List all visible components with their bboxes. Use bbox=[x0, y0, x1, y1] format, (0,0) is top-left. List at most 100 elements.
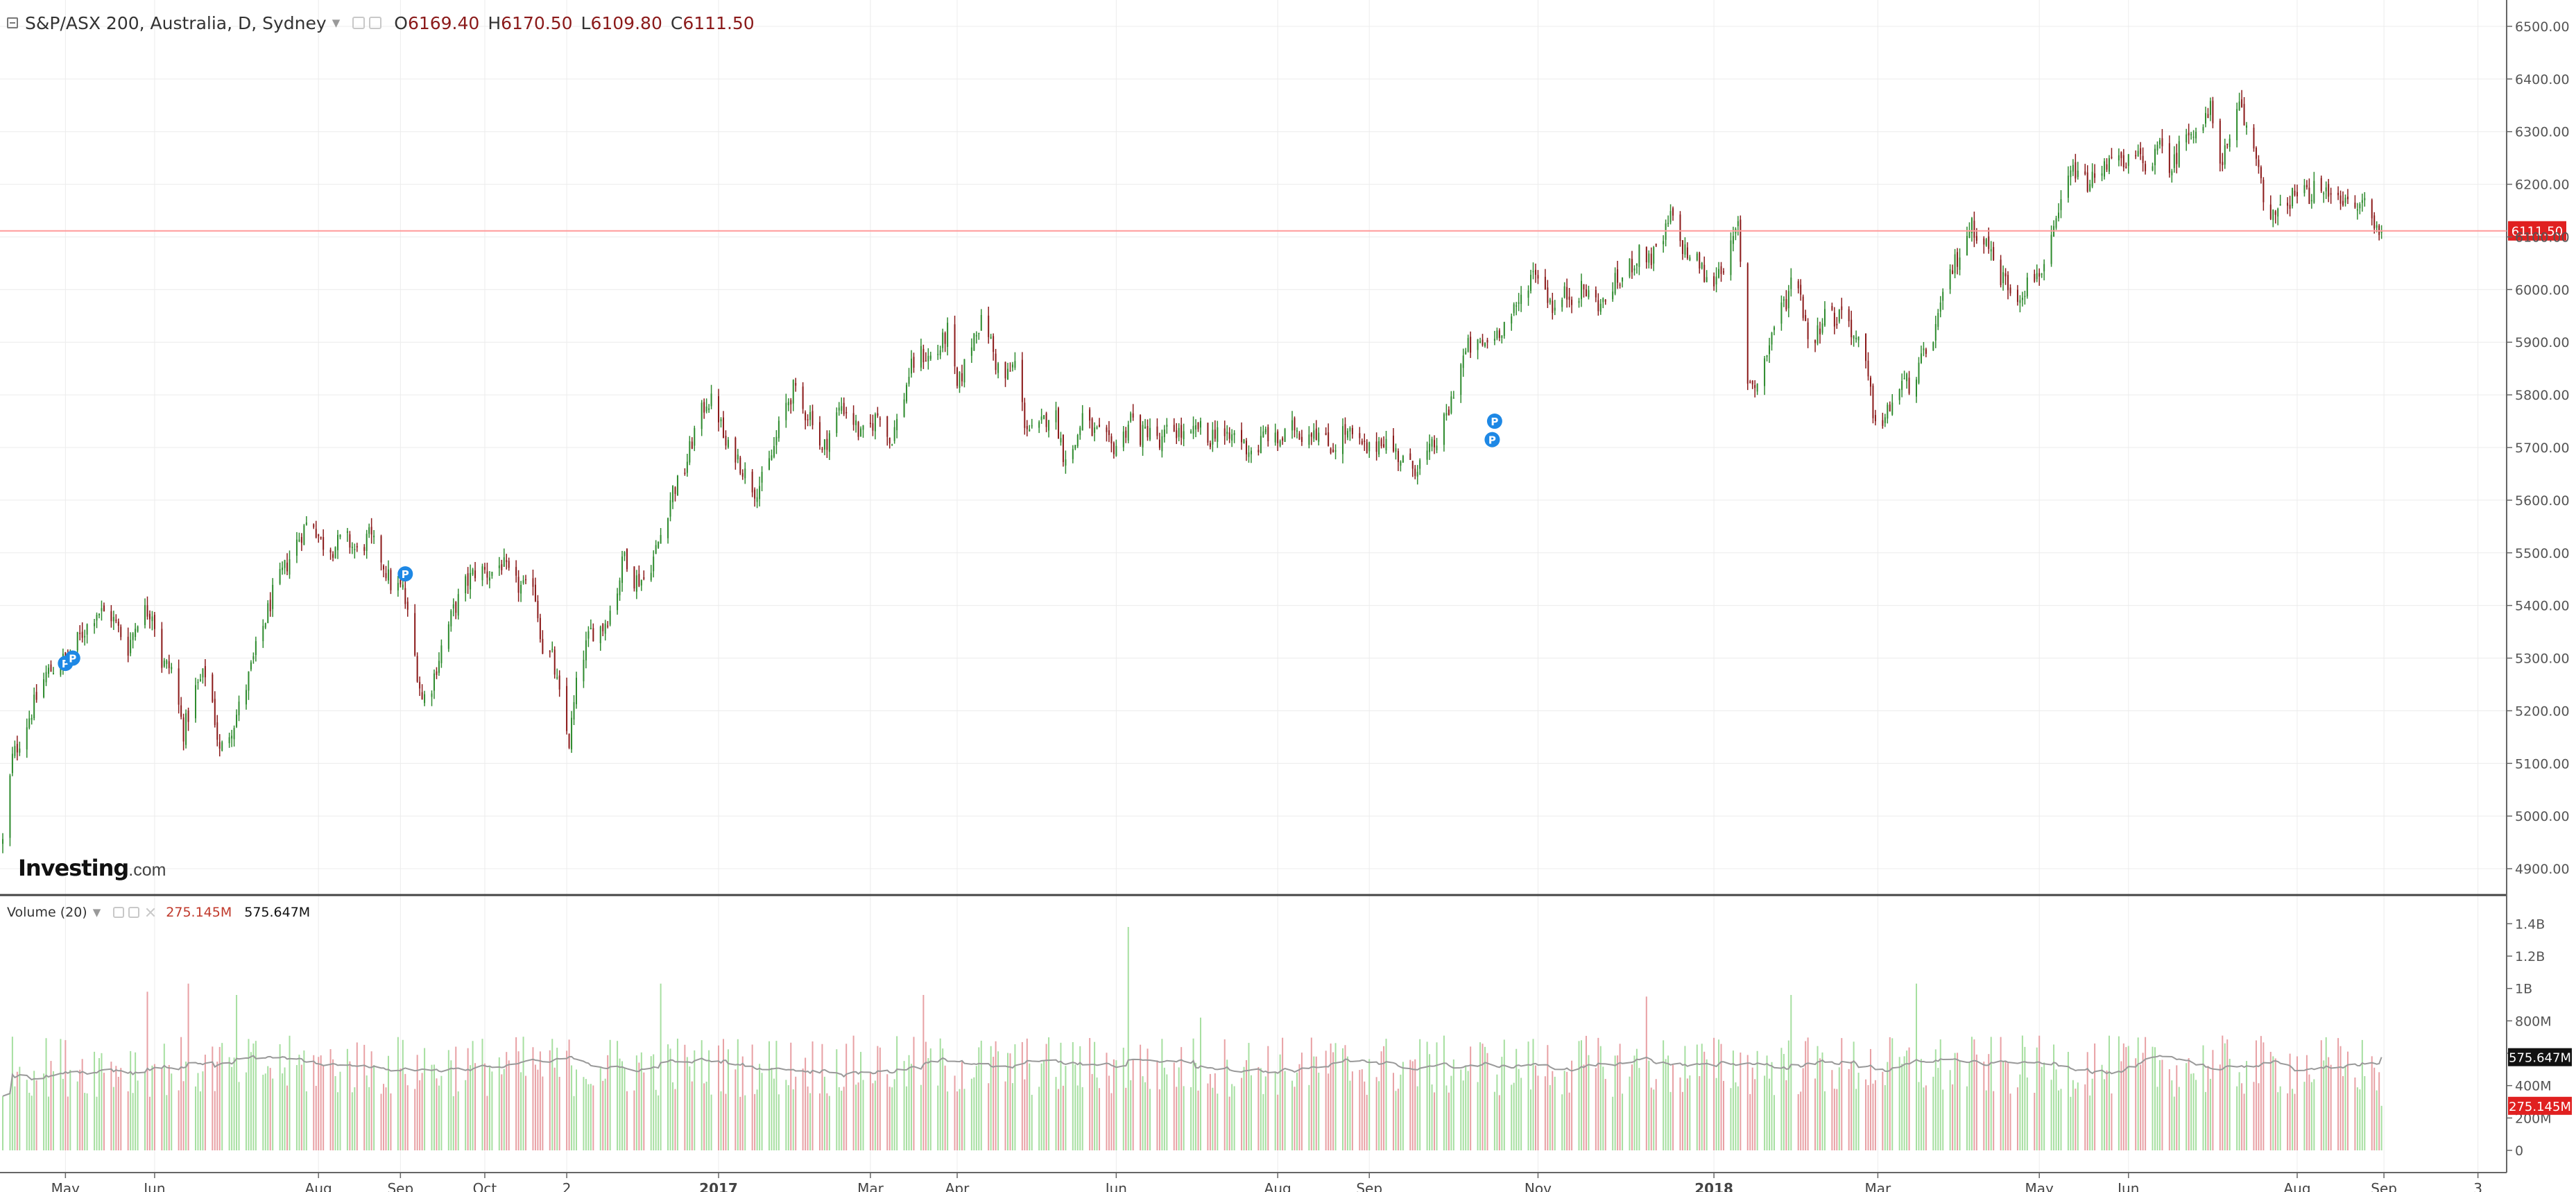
volume-bar bbox=[2226, 1039, 2229, 1150]
volume-bar bbox=[1771, 1062, 1773, 1150]
candle-body bbox=[204, 665, 206, 678]
candle-body bbox=[1183, 431, 1185, 439]
volume-axis[interactable]: 0200M400M600M800M1B1.2B1.4B575.647M275.1… bbox=[2507, 917, 2572, 1159]
volume-bar bbox=[1419, 1039, 1421, 1150]
candle-body bbox=[1884, 417, 1886, 423]
p-marker-icon[interactable] bbox=[1486, 414, 1502, 429]
volume-bar bbox=[101, 1053, 103, 1150]
volume-bar bbox=[245, 1072, 247, 1150]
symbol-title[interactable]: S&P/ASX 200, Australia, D, Sydney bbox=[25, 12, 327, 33]
volume-bar bbox=[1217, 1093, 1219, 1150]
volume-bar bbox=[705, 1081, 707, 1150]
volume-bar bbox=[2000, 1037, 2002, 1150]
candle-body bbox=[1332, 450, 1334, 452]
p-marker-icon[interactable] bbox=[397, 566, 413, 582]
volume-bar bbox=[236, 995, 238, 1150]
volume-bar bbox=[1819, 1058, 1821, 1150]
candle-body bbox=[617, 593, 619, 611]
candle-body bbox=[397, 583, 399, 590]
volume-bar bbox=[483, 1063, 486, 1150]
volume-bar bbox=[2173, 1096, 2175, 1150]
volume-bar bbox=[1544, 1076, 1546, 1150]
candle-body bbox=[2255, 148, 2257, 159]
candle-body bbox=[166, 660, 168, 665]
volume-bar bbox=[202, 1071, 204, 1150]
volume-bar bbox=[869, 1072, 871, 1150]
candle-body bbox=[2091, 171, 2093, 187]
volume-bar bbox=[161, 1067, 163, 1150]
candle-body bbox=[532, 578, 534, 587]
candle-body bbox=[1450, 396, 1452, 414]
time-tick-label: 2 bbox=[563, 1180, 572, 1192]
volume-bar bbox=[990, 1046, 992, 1150]
candle-body bbox=[1665, 223, 1667, 240]
price-axis[interactable]: 6500.00 6400.00 6300.00 6200.00 6100.00 6000.… bbox=[2507, 19, 2570, 877]
candle-body bbox=[1887, 405, 1889, 419]
p-marker-icon[interactable] bbox=[1484, 432, 1500, 448]
candle-body bbox=[708, 408, 710, 410]
volume-bar bbox=[2356, 1087, 2358, 1150]
volume-bar bbox=[975, 1066, 977, 1150]
candle-body bbox=[877, 413, 879, 416]
volume-bar bbox=[16, 1071, 18, 1150]
volume-bar bbox=[472, 1041, 474, 1150]
candle-body bbox=[313, 524, 315, 527]
candle-body bbox=[1663, 241, 1665, 245]
candle-body bbox=[1448, 409, 1450, 416]
candle-body bbox=[1081, 413, 1083, 431]
settings-icon[interactable] bbox=[113, 907, 125, 918]
p-marker-icon[interactable] bbox=[65, 650, 80, 666]
candle-body bbox=[888, 437, 891, 444]
volume-bar bbox=[922, 995, 925, 1150]
volume-bar bbox=[812, 1041, 814, 1150]
candle-body bbox=[1207, 423, 1209, 443]
candle-body bbox=[807, 419, 809, 420]
volume-bar bbox=[1547, 1045, 1549, 1150]
volume-title[interactable]: Volume (20) bbox=[7, 905, 87, 920]
candle-body bbox=[373, 536, 375, 538]
candle-body bbox=[436, 671, 438, 675]
candle-body bbox=[954, 324, 956, 367]
candle-body bbox=[320, 536, 322, 539]
hide-icon[interactable] bbox=[369, 17, 382, 29]
volume-bar bbox=[1228, 1096, 1230, 1150]
candle-body bbox=[658, 541, 660, 548]
candle-body bbox=[98, 613, 100, 615]
volume-bar bbox=[363, 1044, 366, 1150]
volume-bar bbox=[1797, 1093, 1799, 1150]
candle-body bbox=[1518, 302, 1520, 304]
candle-body bbox=[135, 629, 137, 638]
candle-body bbox=[1496, 330, 1498, 339]
hide-icon[interactable] bbox=[128, 907, 140, 918]
candle-body bbox=[1106, 427, 1108, 432]
candle-body bbox=[568, 733, 570, 748]
candle-body bbox=[1520, 294, 1522, 305]
caret-down-icon[interactable]: ▼ bbox=[92, 906, 101, 919]
candle-body bbox=[718, 396, 720, 423]
candle-body bbox=[756, 497, 758, 502]
volume-bar bbox=[436, 1078, 438, 1150]
candle-body bbox=[1040, 416, 1042, 420]
volume-bar bbox=[2024, 1046, 2026, 1150]
close-icon[interactable] bbox=[145, 907, 156, 918]
settings-icon[interactable] bbox=[352, 17, 366, 29]
collapse-icon[interactable] bbox=[7, 17, 18, 28]
volume-bar bbox=[1848, 1068, 1850, 1150]
volume-bar bbox=[26, 1080, 28, 1150]
volume-bar bbox=[2038, 1035, 2041, 1150]
time-axis[interactable]: May Jun Aug Sep Oct 2 2017 Mar Apr Jun Aug Sep Nov 20… bbox=[51, 1173, 2482, 1192]
volume-bar bbox=[1158, 1089, 1160, 1150]
volume-bar bbox=[1578, 1041, 1580, 1150]
volume-bar bbox=[2075, 1089, 2077, 1150]
volume-current-badge-label: 275.145M bbox=[2509, 1100, 2571, 1114]
candle-body bbox=[2036, 273, 2038, 280]
candle-body bbox=[221, 742, 223, 751]
volume-bar bbox=[151, 1065, 153, 1150]
volume-bar bbox=[988, 1083, 990, 1150]
volume-bar bbox=[1629, 1076, 1631, 1150]
candle-body bbox=[491, 572, 493, 577]
candle-body bbox=[1597, 300, 1599, 312]
candle-body bbox=[245, 690, 247, 705]
caret-down-icon[interactable]: ▼ bbox=[332, 17, 341, 29]
